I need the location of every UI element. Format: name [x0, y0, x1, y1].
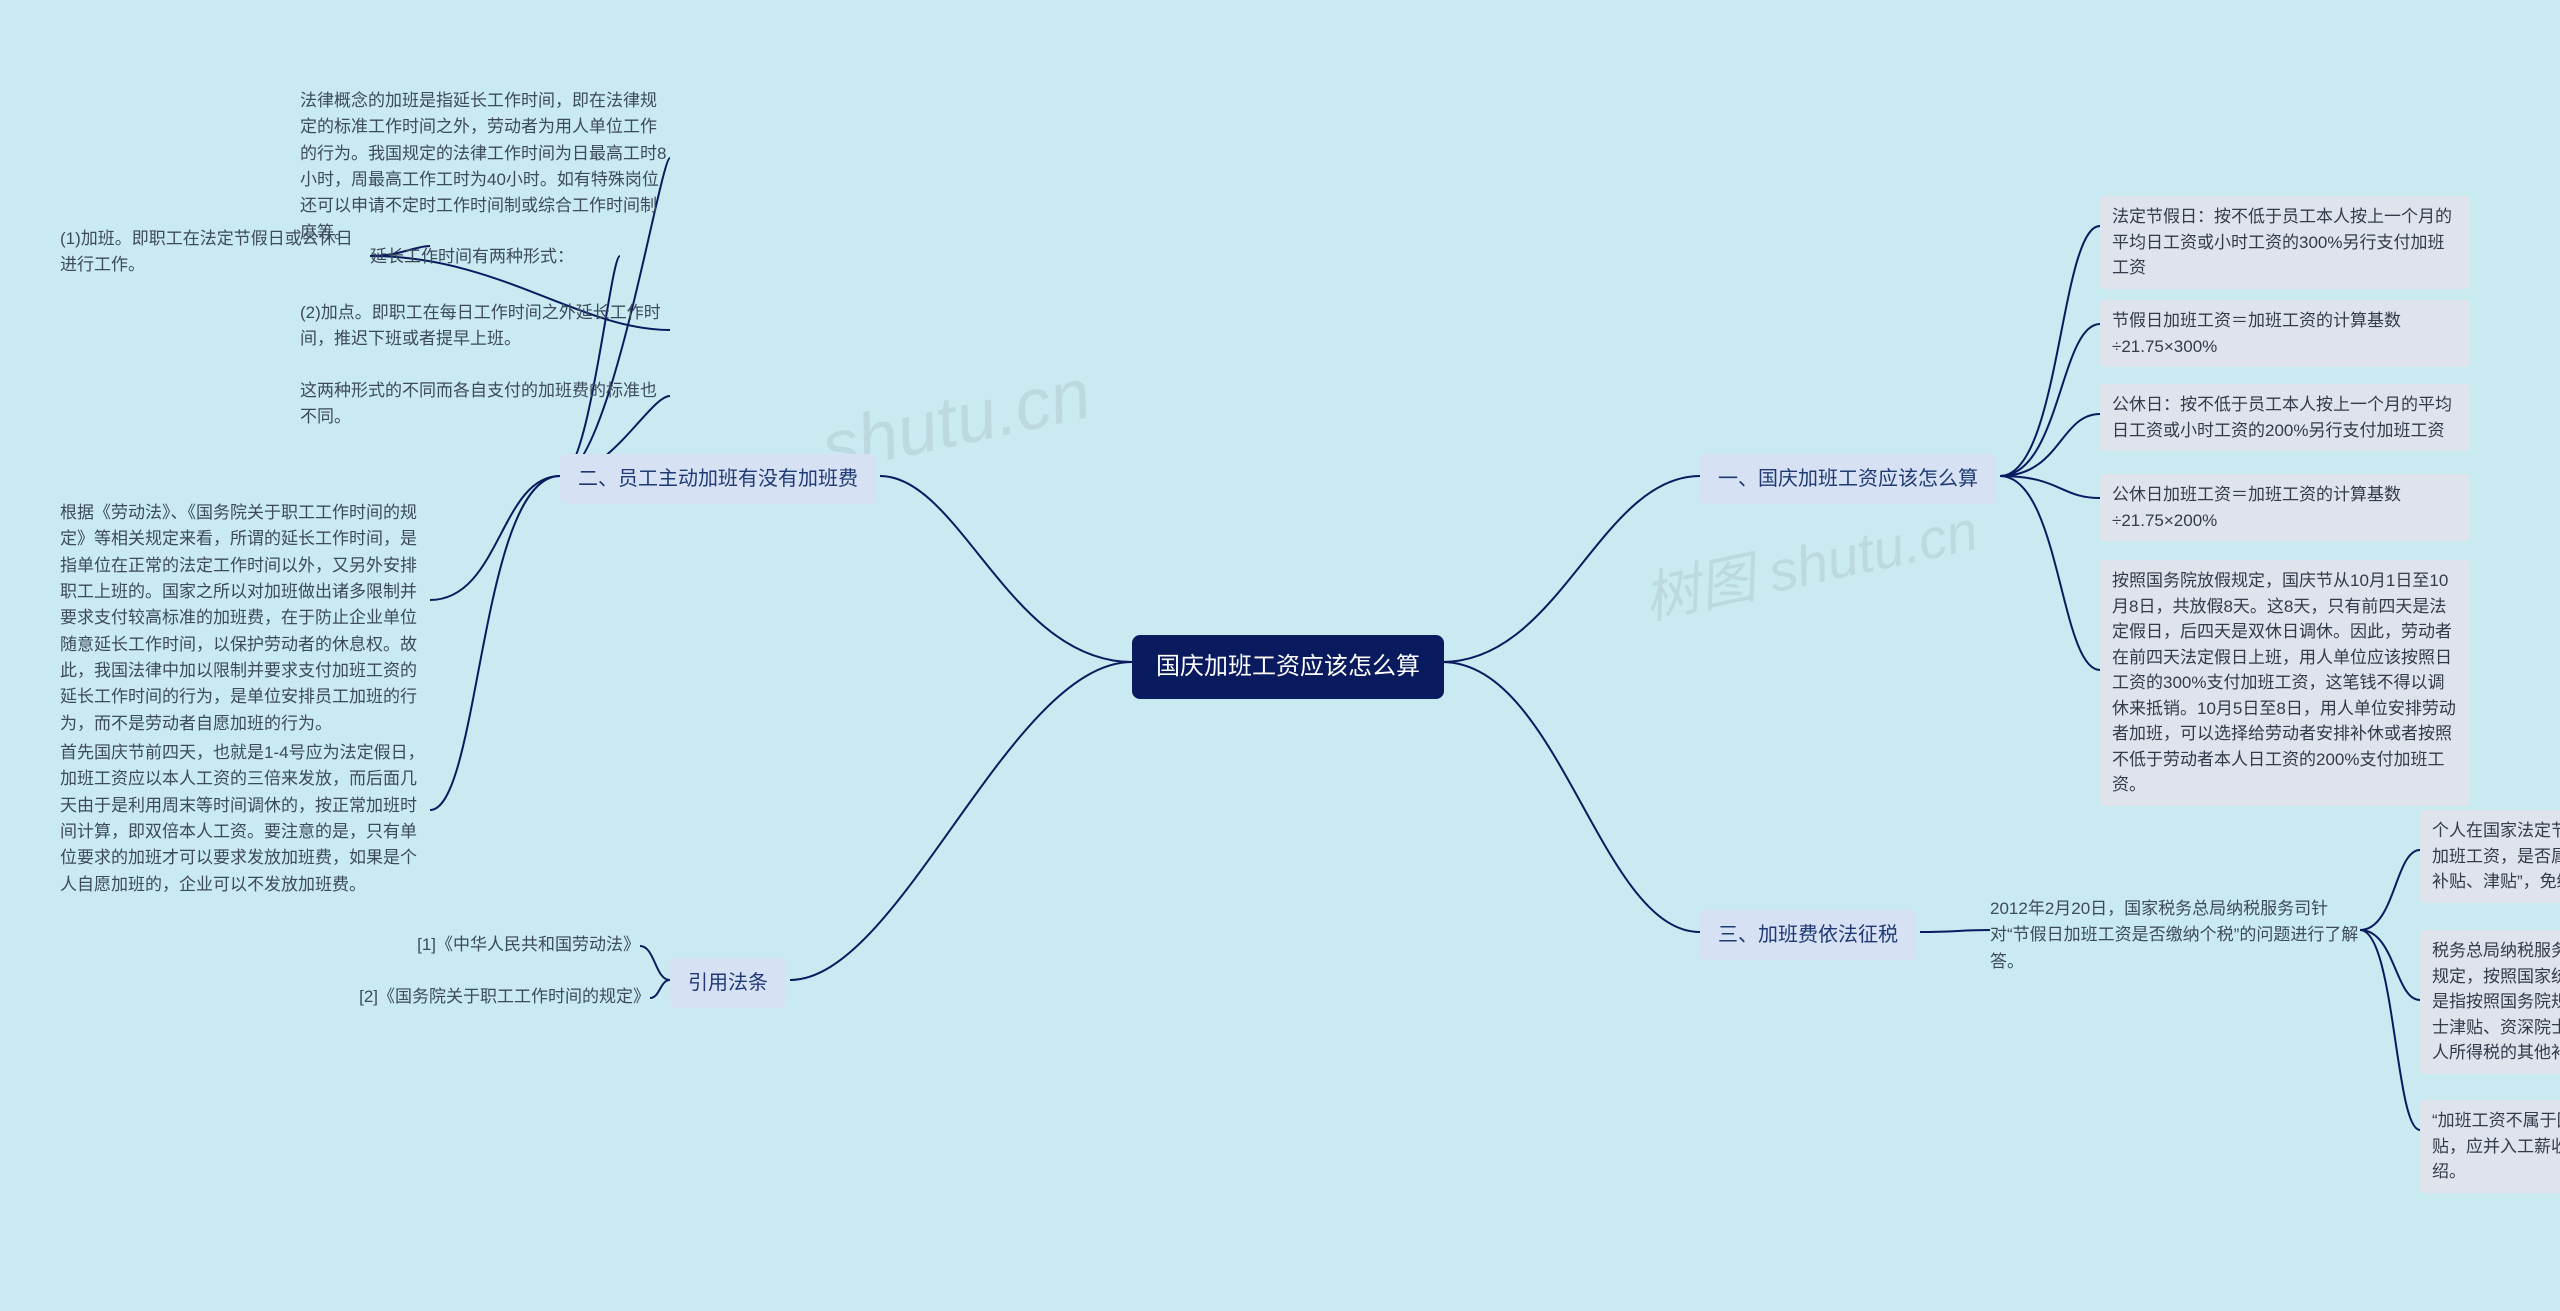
leaf-b3-mid: 2012年2月20日，国家税务总局纳税服务司针对“节假日加班工资是否缴纳个税”的…: [1990, 896, 2360, 975]
branch-3[interactable]: 三、加班费依法征税: [1700, 910, 1916, 960]
b2-p1: 法律概念的加班是指延长工作时间，即在法律规定的标准工作时间之外，劳动者为用人单位…: [300, 88, 670, 246]
leaf-b1-2[interactable]: 公休日：按不低于员工本人按上一个月的平均日工资或小时工资的200%另行支付加班工…: [2100, 384, 2470, 451]
leaf-b3-0[interactable]: 个人在国家法定节假日加班取得两倍或三倍的加班工资，是否属于“按照国家统一规定发给…: [2420, 810, 2560, 903]
b2-p5: 首先国庆节前四天，也就是1-4号应为法定假日，加班工资应以本人工资的三倍来发放，…: [60, 740, 430, 898]
branch-2[interactable]: 二、员工主动加班有没有加班费: [560, 454, 876, 504]
leaf-b1-4[interactable]: 按照国务院放假规定，国庆节从10月1日至10月8日，共放假8天。这8天，只有前四…: [2100, 560, 2470, 806]
b2-p2b: (2)加点。即职工在每日工作时间之外延长工作时间，推迟下班或者提早上班。: [300, 300, 670, 353]
leaf-b1-0[interactable]: 法定节假日：按不低于员工本人按上一个月的平均日工资或小时工资的300%另行支付加…: [2100, 196, 2470, 289]
center-node[interactable]: 国庆加班工资应该怎么算: [1132, 635, 1444, 699]
leaf-b3-1[interactable]: 税务总局纳税服务司介绍，根据我国个税法的规定，按照国家统一规定发给的补贴、津贴，…: [2420, 930, 2560, 1074]
b2-p2a: (1)加班。即职工在法定节假日或公休日进行工作。: [60, 226, 360, 279]
branch-1[interactable]: 一、国庆加班工资应该怎么算: [1700, 454, 1996, 504]
leaf-b1-1[interactable]: 节假日加班工资＝加班工资的计算基数÷21.75×300%: [2100, 300, 2470, 367]
leaf-b4-1: [2]《国务院关于职工工作时间的规定》: [290, 984, 650, 1010]
leaf-b4-0: [1]《中华人民共和国劳动法》: [340, 932, 640, 958]
branch-4[interactable]: 引用法条: [670, 958, 786, 1008]
b2-p2: 延长工作时间有两种形式：: [370, 244, 620, 270]
b2-p4: 根据《劳动法》、《国务院关于职工工作时间的规定》等相关规定来看，所谓的延长工作时…: [60, 500, 430, 737]
leaf-b3-2[interactable]: “加班工资不属于国家统一规定发给的补贴、津贴，应并入工薪收入依法征税。” 纳税服…: [2420, 1100, 2560, 1193]
watermark-2: 树图 shutu.cn: [1635, 486, 1984, 636]
b2-p3: 这两种形式的不同而各自支付的加班费的标准也不同。: [300, 378, 670, 431]
leaf-b1-3[interactable]: 公休日加班工资＝加班工资的计算基数÷21.75×200%: [2100, 474, 2470, 541]
